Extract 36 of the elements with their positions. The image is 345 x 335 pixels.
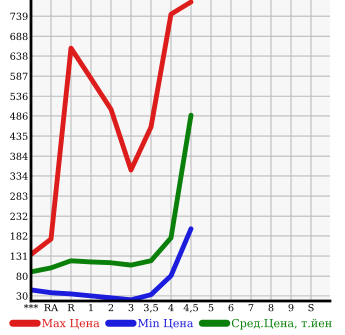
x-tick-label: 2 xyxy=(108,304,114,312)
y-tick-label: 30 xyxy=(16,292,28,300)
line-series xyxy=(31,0,194,257)
y-tick-label: 384 xyxy=(10,152,28,160)
y-tick-label: 182 xyxy=(10,232,28,240)
x-tick-label: 8 xyxy=(268,304,274,312)
y-tick-label: 536 xyxy=(10,92,28,100)
y-tick-label: 587 xyxy=(10,72,28,80)
legend-label: Сред.Цена, т.йен xyxy=(232,318,332,330)
y-tick-label: 80 xyxy=(16,272,28,280)
x-tick-label: R xyxy=(68,304,75,312)
legend-label: Min Цена xyxy=(138,318,194,329)
x-tick-label: *** xyxy=(24,304,38,308)
x-tick-label: RA xyxy=(44,304,58,312)
y-tick-label: 232 xyxy=(10,212,28,220)
y-tick-label: 486 xyxy=(10,112,28,120)
x-tick-label: 1 xyxy=(89,304,93,312)
y-tick-label: 739 xyxy=(10,12,28,20)
y-tick-label: 131 xyxy=(10,252,27,260)
line-series xyxy=(31,112,194,274)
x-tick-label: 7 xyxy=(248,304,254,312)
x-tick-label: 3 xyxy=(128,304,134,312)
y-tick-label: 638 xyxy=(10,52,28,60)
y-tick-label: 334 xyxy=(10,172,28,180)
x-tick-label: S xyxy=(308,304,314,312)
x-tick-label: 5 xyxy=(208,304,214,312)
x-tick-label: 3,5 xyxy=(144,304,158,312)
x-tick-label: 9 xyxy=(288,304,294,312)
y-tick-label: 283 xyxy=(10,192,28,200)
line-series xyxy=(31,226,194,301)
legend-label: Max Цена xyxy=(42,319,100,329)
x-tick-label: 4,5 xyxy=(184,304,198,312)
x-tick-label: 4 xyxy=(168,304,174,312)
y-tick-label: 435 xyxy=(10,132,28,140)
x-tick-label: 6 xyxy=(228,304,234,312)
y-tick-label: 688 xyxy=(10,32,28,40)
